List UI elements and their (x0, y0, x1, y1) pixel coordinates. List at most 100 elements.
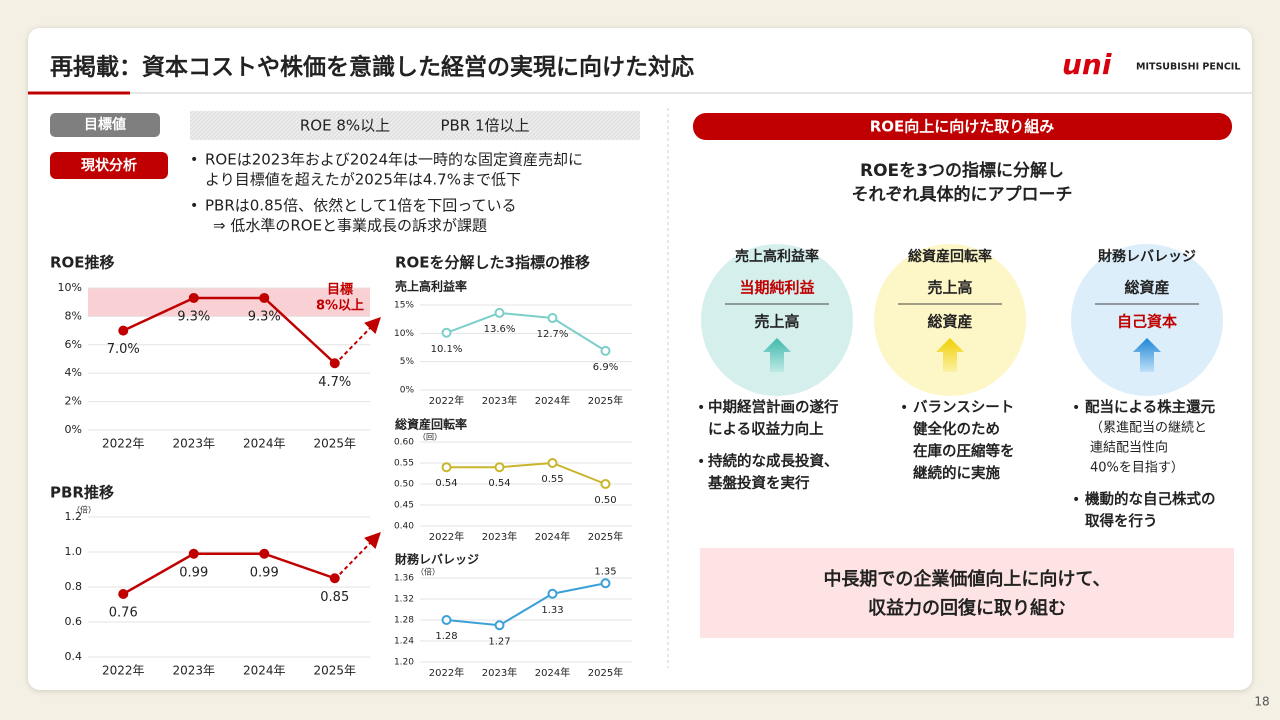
x-tick-label: 2022年 (102, 437, 145, 451)
data-point (547, 313, 558, 324)
data-point (547, 458, 558, 468)
data-label: 1.28 (435, 631, 457, 642)
pillar-denominator: 総資産 (927, 313, 972, 331)
data-point (329, 573, 340, 584)
target-label: 目標値 (84, 116, 126, 133)
x-tick-label: 2024年 (535, 530, 570, 543)
data-point (188, 548, 199, 559)
pillar-bullet: 配当による株主還元 (1085, 398, 1216, 416)
bullet-dot: • (190, 152, 198, 168)
data-label: 6.9% (593, 362, 618, 373)
y-tick-label: 0.60 (394, 438, 414, 448)
series-line (446, 461, 606, 485)
analysis-pill (50, 152, 168, 179)
x-tick-label: 2023年 (482, 394, 517, 407)
annotation: 8%以上 (316, 299, 364, 314)
x-tick-label: 2023年 (482, 530, 517, 543)
trend-arrow (339, 531, 381, 575)
target-item: PBR 1倍以上 (440, 117, 529, 135)
data-point (494, 307, 505, 318)
data-label: 1.33 (541, 605, 563, 616)
initiatives-title: ROE向上に向けた取り組み (870, 118, 1055, 136)
data-label: 7.0% (107, 342, 140, 357)
target-pill (50, 113, 160, 137)
data-label: 0.99 (250, 565, 279, 580)
pillar-name: 総資産回転率 (908, 248, 992, 265)
x-tick-label: 2024年 (243, 437, 286, 451)
analysis-label: 現状分析 (81, 157, 137, 174)
y-tick-label: 15% (394, 301, 414, 311)
card (28, 28, 1252, 690)
y-tick-label: 1.32 (394, 595, 414, 605)
slide-title: 再掲載：資本コストや株価を意識した経営の実現に向けた対応 (50, 54, 694, 81)
data-point (547, 588, 558, 599)
y-tick-label: 1.28 (394, 616, 414, 626)
x-tick-label: 2022年 (429, 666, 464, 679)
data-label: 0.76 (109, 606, 138, 621)
data-point (259, 548, 270, 559)
data-point (188, 292, 199, 303)
pillar-arrow (1133, 338, 1161, 372)
pillar-sub: （累進配当の継続と (1090, 421, 1207, 436)
data-point (600, 479, 611, 489)
y-tick-label: 1.2 (65, 510, 83, 523)
x-tick-label: 2024年 (535, 666, 570, 679)
data-point (441, 615, 452, 625)
pillar-numerator: 総資産 (1124, 279, 1169, 297)
y-tick-label: 1.24 (394, 637, 414, 647)
data-point (329, 358, 340, 369)
y-tick-label: 0.40 (394, 522, 414, 532)
series-line (122, 552, 336, 596)
y-tick-label: 5% (400, 357, 415, 367)
data-label: 0.54 (435, 478, 457, 489)
data-point (494, 620, 505, 631)
data-label: 9.3% (248, 309, 281, 324)
x-tick-label: 2022年 (429, 394, 464, 407)
data-label: 1.27 (488, 636, 510, 647)
x-tick-label: 2025年 (588, 530, 623, 543)
initiatives-pill (693, 113, 1232, 140)
x-tick-label: 2023年 (172, 437, 215, 451)
y-tick-label: 0% (65, 423, 82, 436)
pillar-circle (1071, 244, 1223, 396)
bullet-dot: • (697, 400, 705, 416)
data-label: 0.50 (594, 495, 616, 506)
x-tick-label: 2025年 (588, 394, 623, 407)
conclusion: 中長期での企業価値向上に向けて、 (823, 568, 1110, 590)
initiatives-subtitle: それぞれ具体的にアプローチ (852, 184, 1073, 205)
x-tick-label: 2022年 (102, 664, 145, 678)
x-tick-label: 2024年 (243, 664, 286, 678)
chart-title: 財務レバレッジ (394, 552, 479, 567)
y-tick-label: 0.4 (65, 650, 83, 663)
data-point (441, 327, 452, 338)
y-tick-label: 0.45 (394, 501, 414, 511)
pillar-name: 財務レバレッジ (1097, 248, 1196, 265)
y-unit: （回） (418, 433, 442, 442)
target-band (88, 288, 370, 317)
pillar-bullet: 取得を行う (1085, 512, 1158, 530)
pillar-bullet: 継続的に実施 (913, 464, 1000, 482)
bullet-text: より目標値を超えたが2025年は4.7%まで低下 (205, 171, 521, 189)
data-label: 9.3% (177, 309, 210, 324)
y-tick-label: 0.50 (394, 480, 414, 490)
pillar-arrow (936, 338, 964, 372)
page-number: 18 (1254, 695, 1269, 709)
pillar-denominator: 自己資本 (1117, 313, 1177, 331)
data-label: 0.85 (320, 590, 349, 605)
annotation: 目標 (327, 282, 353, 298)
data-point (118, 589, 129, 599)
data-point (118, 325, 129, 336)
logo-company: MITSUBISHI PENCIL (1136, 62, 1240, 73)
y-tick-label: 6% (65, 338, 82, 351)
data-label: 4.7% (318, 375, 351, 390)
pillar-numerator: 当期純利益 (739, 279, 814, 297)
pillar-bullet: 基盤投資を実行 (707, 474, 810, 492)
y-tick-label: 1.36 (394, 574, 414, 584)
pillar-denominator: 売上高 (754, 313, 799, 331)
x-tick-label: 2024年 (535, 394, 570, 407)
series-line (122, 296, 336, 365)
y-tick-label: 2% (65, 395, 82, 408)
initiatives-subtitle: ROEを3つの指標に分解し (860, 160, 1064, 181)
chart-title: 売上高利益率 (395, 279, 467, 294)
